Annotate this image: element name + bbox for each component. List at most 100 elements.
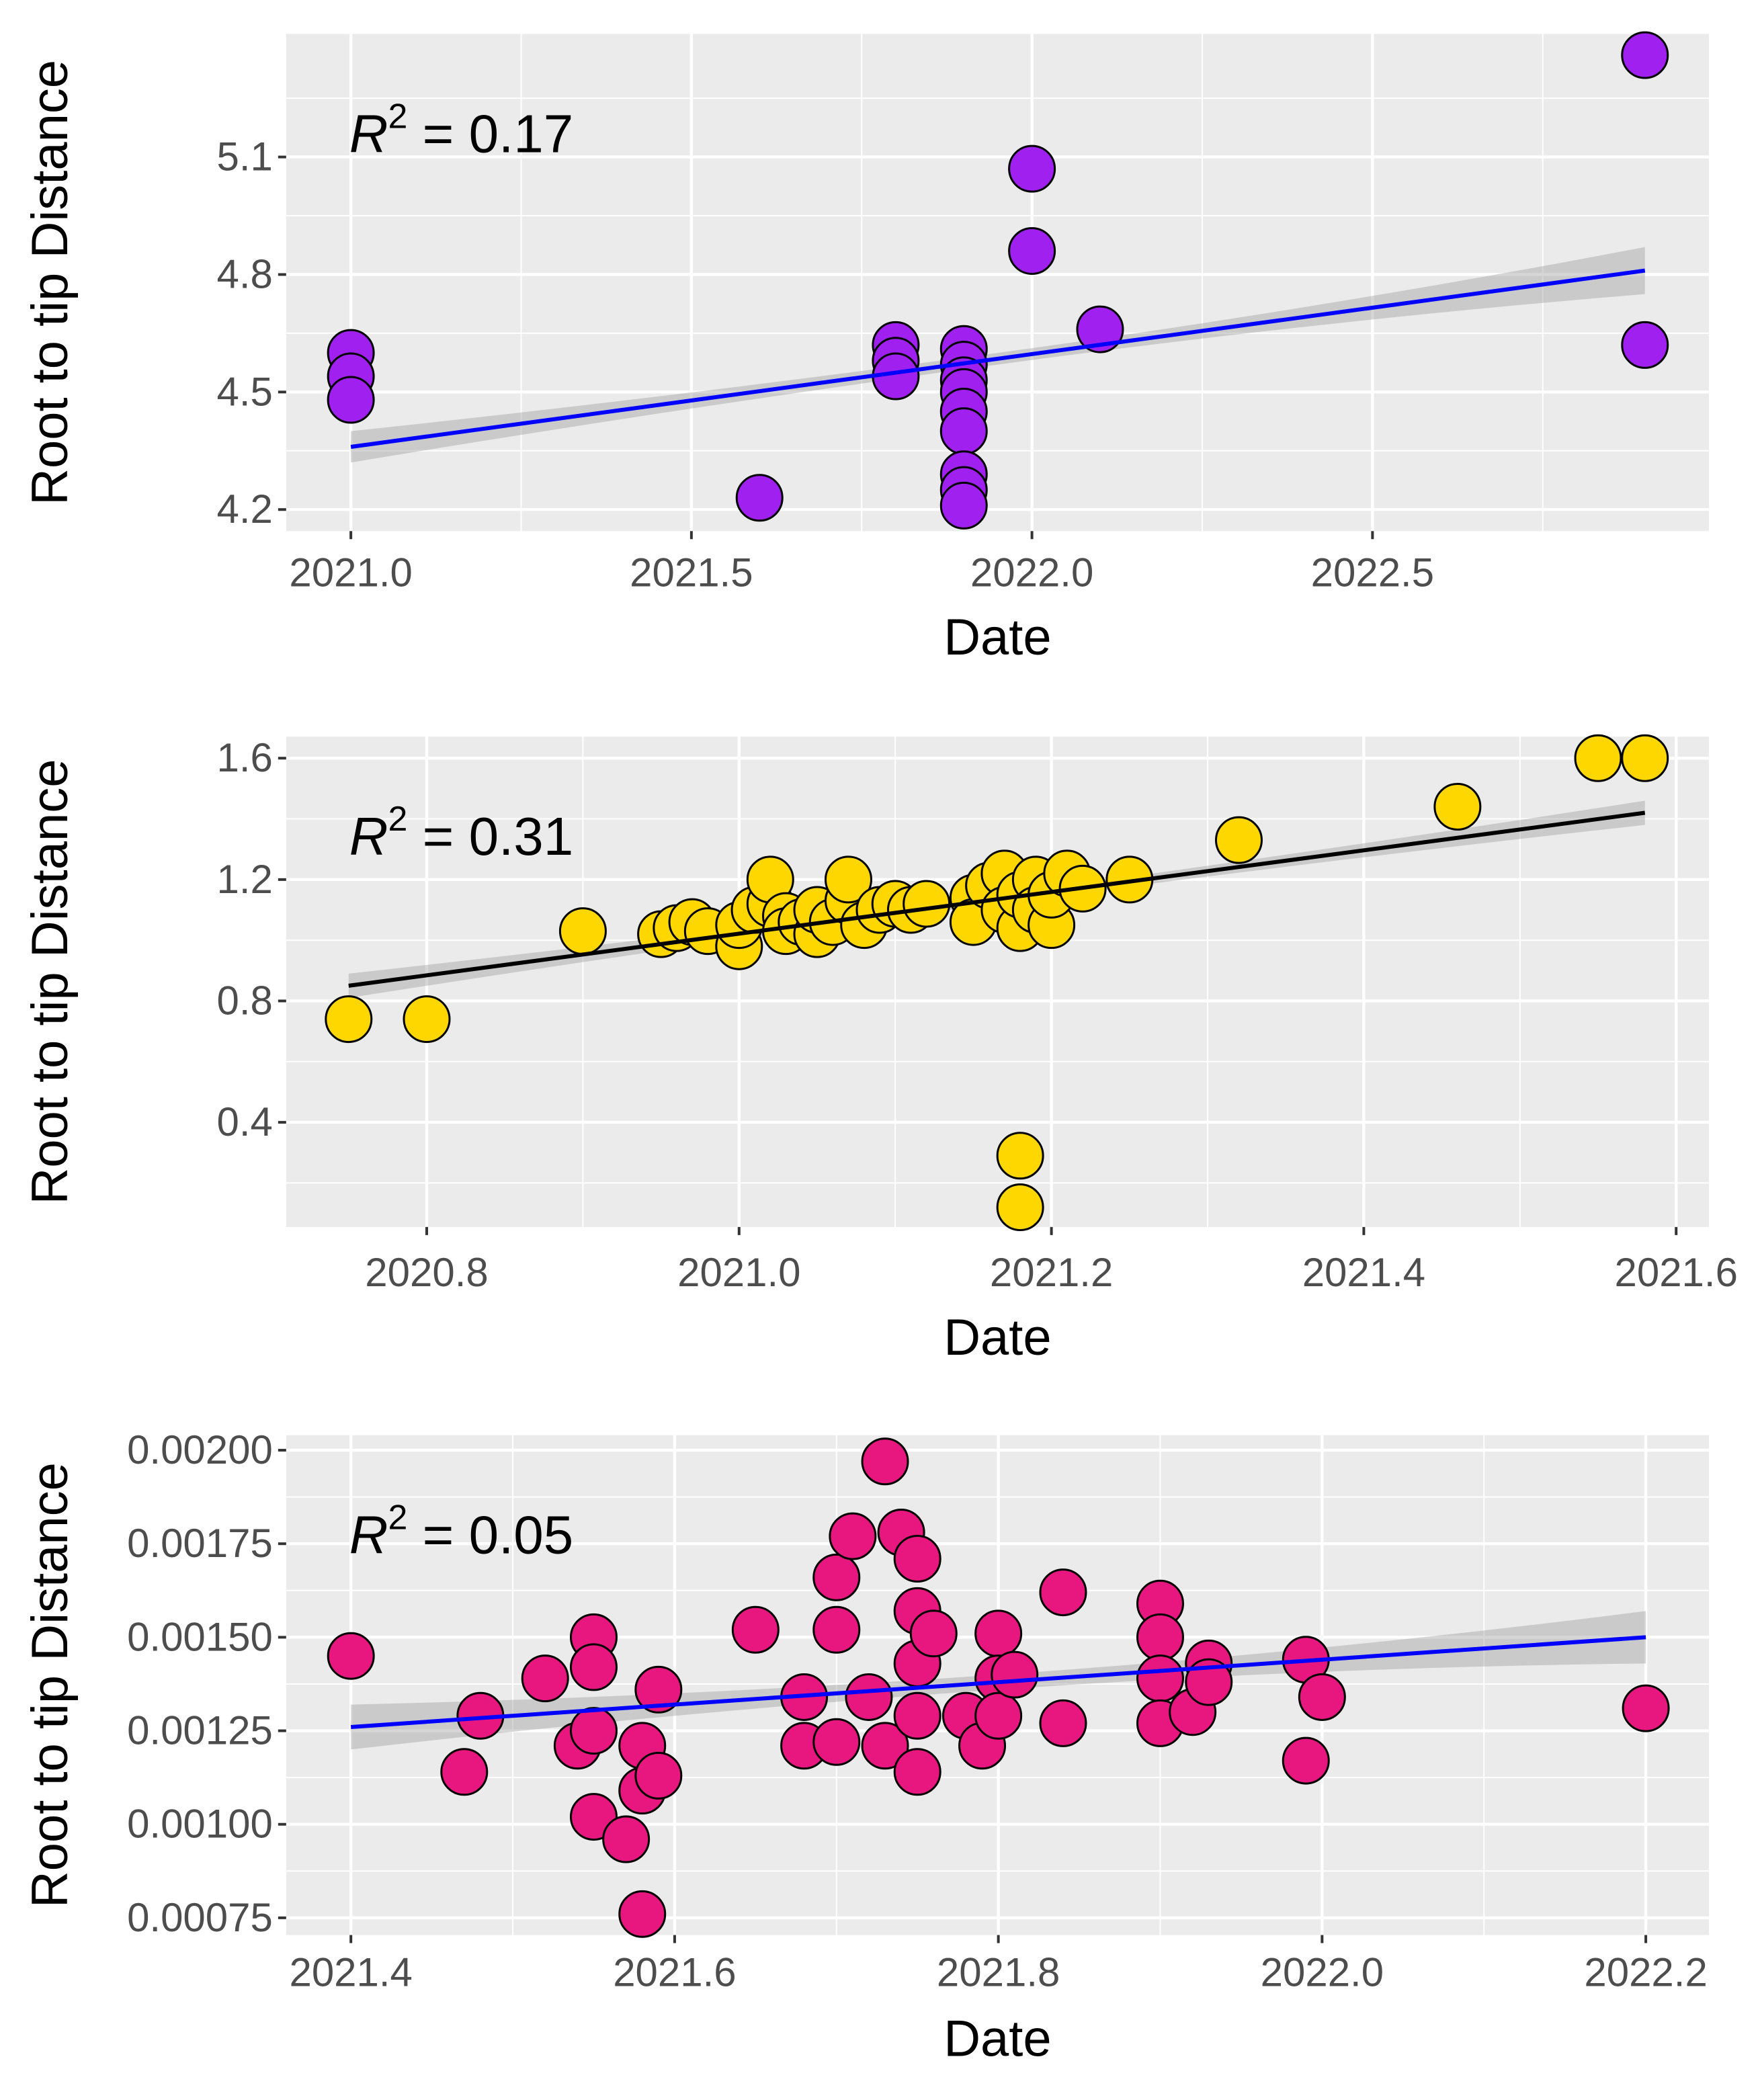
data-point [618,1890,667,1938]
data-point [991,1650,1039,1699]
r-label: R [349,1505,388,1565]
data-point [1622,1684,1670,1732]
y-tick-label: 1.2 [216,857,272,902]
data-point [634,1665,683,1714]
regression-line [348,810,1646,988]
data-point [1039,1568,1087,1617]
y-tick-label: 0.00100 [127,1802,273,1847]
y-tick-label: 0.00200 [127,1427,273,1472]
data-point [996,1132,1044,1180]
x-axis-title: Date [944,2010,1051,2067]
y-tick-label: 0.8 [216,978,272,1023]
data-point [996,1183,1044,1232]
r-label: R [349,104,388,164]
data-point [440,1748,489,1796]
r-squared-annotation: R2 = 0.31 [349,800,573,866]
data-point [634,1751,683,1800]
y-axis-title: Root to tip Distance [22,759,79,1205]
data-point [521,1654,569,1703]
r-squared-value: = 0.05 [407,1505,573,1565]
regression-line [350,268,1646,449]
panel-middle-yellow: 2020.8 2021.0 2021.2 2021.4 2021.6 0.4 0.8 1.2 1… [22,734,1738,1366]
data-point [893,1748,941,1796]
data-point [861,1722,909,1770]
data-point [558,907,607,956]
data-point [1621,321,1669,369]
y-tick-label: 4.5 [216,369,272,414]
y-tick-label: 4.8 [216,251,272,296]
y-tick-label: 1.6 [216,735,272,780]
data-point [825,855,872,904]
plot-background [286,34,1710,532]
data-point [1215,816,1263,864]
x-tick-label: 2021.2 [990,1250,1113,1295]
y-axis-title: Root to tip Distance [22,1462,79,1908]
x-tick-label: 2021.8 [937,1949,1060,1994]
y-tick-label: 0.00125 [127,1708,273,1753]
x-tick-label: 2021.0 [677,1250,800,1295]
data-point [731,1605,780,1654]
x-tick-label: 2022.0 [1261,1949,1384,1994]
data-point [812,1553,861,1601]
data-point [974,1691,1023,1740]
x-tick-label: 2021.6 [613,1949,736,1994]
superscript: 2 [388,800,408,839]
data-point [903,880,951,928]
data-point [812,1605,861,1654]
x-tick-label: 2022.0 [970,550,1093,595]
data-point [1574,734,1622,782]
data-point [569,1707,618,1755]
x-tick-label: 2021.5 [630,550,753,595]
regression-line [350,1635,1646,1729]
y-tick-label: 5.1 [216,134,272,179]
data-point [845,1673,893,1721]
r-squared-value: = 0.17 [407,104,573,164]
data-point [829,1512,877,1560]
y-tick-label: 0.4 [216,1099,272,1144]
panel-top-purple: 2021.0 2021.5 2022.0 2022.5 4.2 4.5 4.8 5.1 R2 =… [22,31,1710,666]
x-axis-title: Date [944,609,1051,666]
y-tick-label: 4.2 [216,487,272,532]
confidence-band [351,247,1645,463]
data-point [893,1691,941,1740]
data-point [1008,144,1056,193]
data-point [327,1632,375,1680]
superscript: 2 [388,97,408,136]
data-point [569,1643,618,1691]
y-tick-label: 0.00150 [127,1614,273,1659]
r-squared-annotation: R2 = 0.17 [349,97,573,164]
data-point [1008,227,1056,275]
y-tick-label: 0.00075 [127,1895,273,1940]
data-point [1136,1654,1184,1703]
data-point [1621,31,1669,79]
data-point [1136,1613,1184,1661]
data-point [325,995,373,1044]
data-point [602,1815,651,1863]
x-axis-title: Date [944,1309,1051,1366]
data-point [1282,1736,1330,1785]
r-squared-value: = 0.31 [407,806,573,866]
data-point [861,1437,909,1486]
x-tick-label: 2020.8 [365,1250,488,1295]
data-point [909,1609,958,1658]
data-point [974,1609,1023,1658]
x-tick-label: 2021.6 [1615,1250,1738,1295]
data-point [812,1718,861,1766]
panel-bottom-pink: 2021.4 2021.6 2021.8 2022.0 2022.2 0.00075 0.0… [22,1427,1710,2067]
r-squared-annotation: R2 = 0.05 [349,1499,573,1565]
y-axis-title: Root to tip Distance [22,60,79,505]
superscript: 2 [388,1499,408,1538]
x-tick-label: 2022.5 [1311,550,1434,595]
data-point [939,407,988,456]
data-point [327,376,375,424]
x-tick-label: 2021.0 [289,550,412,595]
x-tick-label: 2021.4 [1302,1250,1425,1295]
data-point [939,481,988,530]
data-point [735,474,784,522]
data-point [893,1534,941,1583]
data-point [1185,1658,1233,1706]
data-point [1039,1699,1087,1747]
data-point [1076,305,1124,353]
y-tick-label: 0.00175 [127,1521,273,1566]
